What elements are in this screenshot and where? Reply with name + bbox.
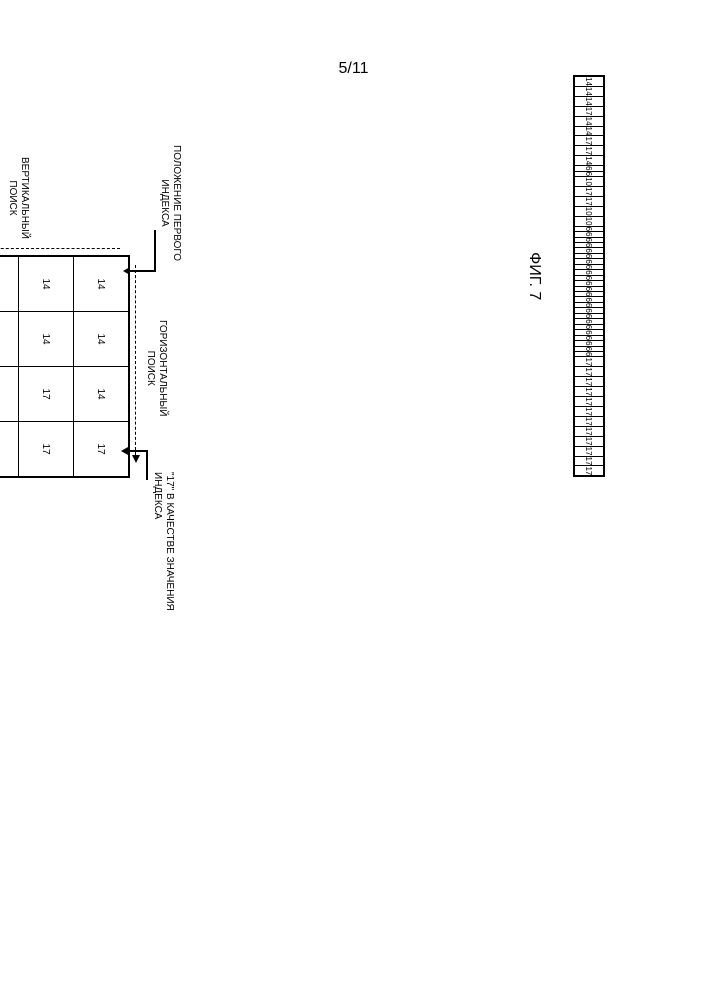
h-search-arrow-head	[132, 455, 140, 463]
fig7-cell: 17	[574, 377, 604, 387]
fig7-row-tr: 1414141714141717146610171710106666666666…	[574, 76, 604, 476]
grid-cell: 14	[19, 312, 74, 367]
fig7-cell: 17	[574, 436, 604, 446]
grid-cell: 14	[0, 256, 19, 312]
v-search-line1: ВЕРТИКАЛЬНЫЙ	[19, 157, 30, 239]
fig7-cell: 17	[574, 106, 604, 116]
fig7-cell: 14	[574, 96, 604, 106]
h-search-line1: ГОРИЗОНТАЛЬНЫЙ	[157, 320, 168, 416]
grid-cell: 14	[19, 256, 74, 312]
grid-row: 14 14 17 17	[19, 256, 74, 477]
grid-cell: 14	[74, 312, 130, 367]
first-index-pointer	[128, 270, 156, 272]
fig7-cell: 17	[574, 446, 604, 456]
fig7-cell: 17	[574, 367, 604, 377]
grid-row: 14 14 14 17	[74, 256, 130, 477]
v-search-arrow-line	[0, 248, 120, 249]
fig7-cell: 14	[574, 126, 604, 136]
h-search-label: ГОРИЗОНТАЛЬНЫЙ ПОИСК	[144, 320, 168, 416]
fig7-cell: 10	[574, 177, 604, 187]
grid-cell: 17	[74, 422, 130, 478]
fig7-cell: 17	[574, 196, 604, 206]
fig7-cell: 17	[574, 466, 604, 476]
grid-cell: 6	[0, 312, 19, 367]
seventeen-pointer-h	[147, 450, 149, 480]
h-search-arrow-line	[135, 265, 136, 455]
first-index-pointer-h	[155, 230, 157, 271]
v-search-label: ВЕРТИКАЛЬНЫЙ ПОИСК	[6, 157, 30, 239]
seventeen-line2: ИНДЕКСА	[152, 472, 163, 519]
grid-cell: 10	[0, 422, 19, 478]
figure-6: ГОРИЗОНТАЛЬНЫЙ ПОИСК ВЕРТИКАЛЬНЫЙ ПОИСК …	[0, 150, 230, 570]
h-search-line2: ПОИСК	[145, 351, 156, 386]
fig7-cell: 17	[574, 357, 604, 367]
figure-7-caption: ФИГ. 7	[525, 75, 543, 477]
fig7-cell: 14	[574, 76, 604, 86]
figure-6-inner: ГОРИЗОНТАЛЬНЫЙ ПОИСК ВЕРТИКАЛЬНЫЙ ПОИСК …	[0, 150, 230, 570]
fig7-cell: 17	[574, 426, 604, 436]
fig7-cell: 10	[574, 206, 604, 216]
figure-7-inner: 1414141714141717146610171710106666666666…	[525, 75, 605, 477]
first-index-line2: ИНДЕКСА	[159, 179, 170, 226]
fig7-cell: 17	[574, 456, 604, 466]
fig7-cell: 17	[574, 416, 604, 426]
grid-cell: 17	[19, 367, 74, 422]
fig7-cell: 17	[574, 397, 604, 407]
grid-cell: 14	[74, 256, 130, 312]
fig7-cell: 17	[574, 407, 604, 417]
seventeen-line1: "17" В КАЧЕСТВЕ ЗНАЧЕНИЯ	[164, 472, 175, 611]
seventeen-label: "17" В КАЧЕСТВЕ ЗНАЧЕНИЯ ИНДЕКСА	[151, 472, 175, 611]
grid-row: 14 6 6 10	[0, 256, 19, 477]
grid-cell: 17	[19, 422, 74, 478]
fig7-cell: 14	[574, 116, 604, 126]
grid-cell: 14	[74, 367, 130, 422]
fig7-cell: 17	[574, 186, 604, 196]
index-grid: 14 14 14 17 14 14 17 17 14 6 6 10	[0, 255, 130, 478]
figure-7: 1414141714141717146610171710106666666666…	[525, 75, 605, 477]
page: 5/11 ГОРИЗОНТАЛЬНЫЙ ПОИСК ВЕРТИКАЛЬНЫЙ П…	[0, 0, 707, 1000]
first-index-label: ПОЛОЖЕНИЕ ПЕРВОГО ИНДЕКСА	[158, 145, 182, 261]
fig7-cell: 14	[574, 86, 604, 96]
first-index-line1: ПОЛОЖЕНИЕ ПЕРВОГО	[171, 145, 182, 261]
fig7-cell: 14	[574, 156, 604, 166]
v-search-line2: ПОИСК	[7, 180, 18, 215]
fig7-cell: 17	[574, 136, 604, 146]
fig7-cell: 10	[574, 216, 604, 226]
fig7-cell: 17	[574, 387, 604, 397]
grid-cell: 6	[0, 367, 19, 422]
fig7-row: 1414141714141717146610171710106666666666…	[573, 75, 605, 477]
fig7-cell: 17	[574, 146, 604, 156]
